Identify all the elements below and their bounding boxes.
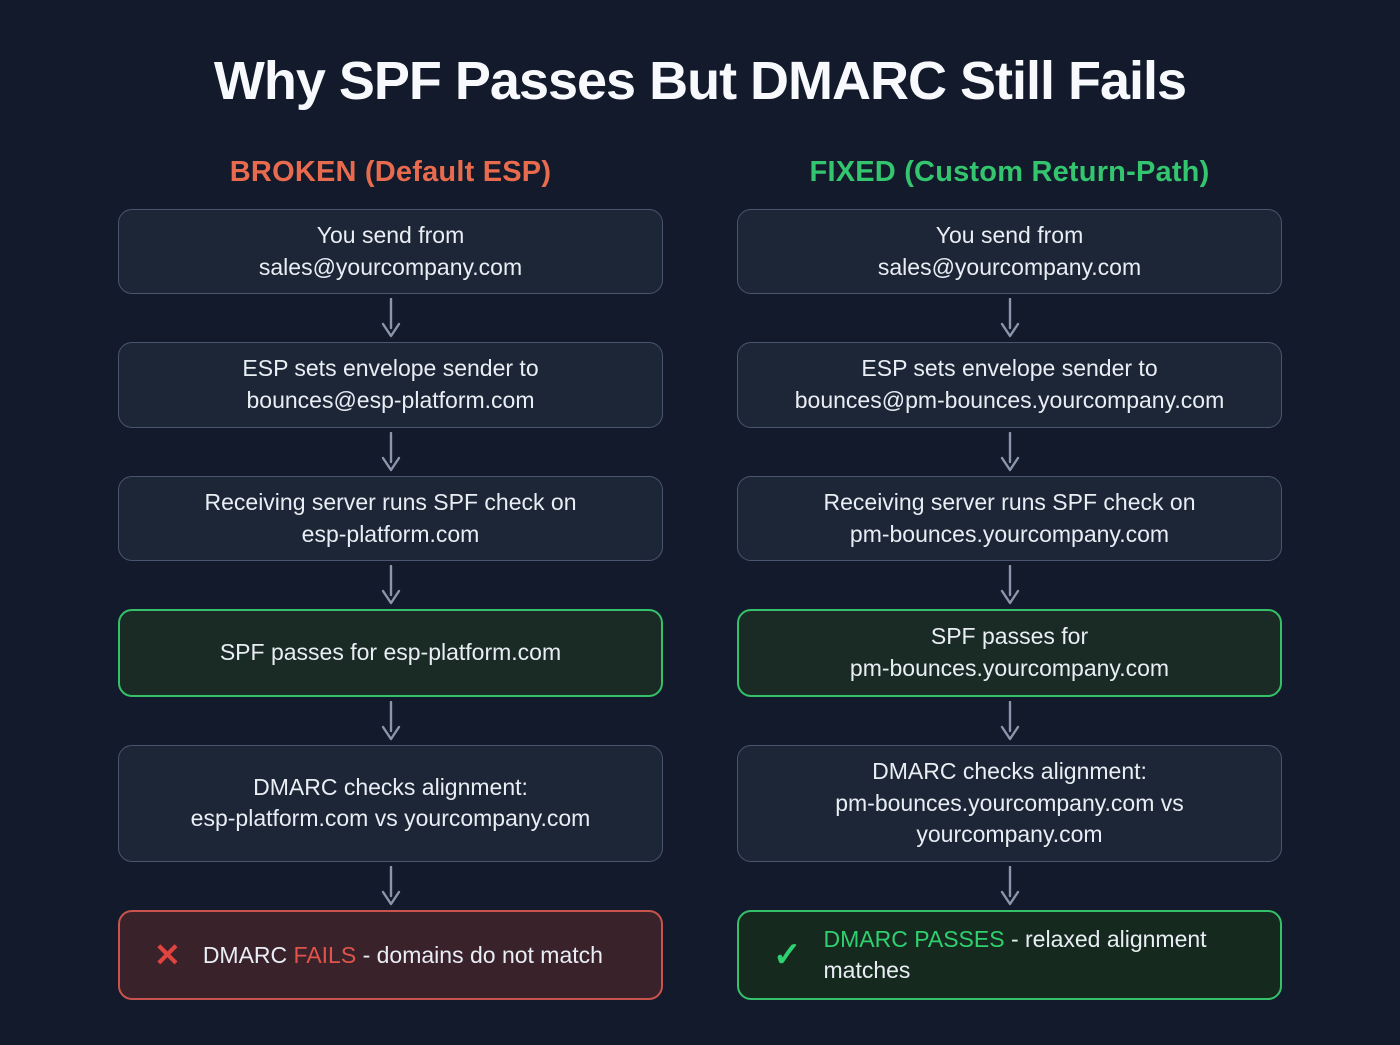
arrow-down-icon	[737, 697, 1282, 745]
step-line: SPF passes for	[930, 623, 1089, 650]
result-segment: - relaxed alignment matches	[823, 926, 1207, 984]
broken-step-send: You send from sales@yourcompany.com	[118, 209, 663, 295]
step-line: sales@yourcompany.com	[877, 253, 1142, 280]
fixed-step-envelope: ESP sets envelope sender to bounces@pm-b…	[737, 342, 1282, 428]
comparison-grid: BROKEN (Default ESP) FIXED (Custom Retur…	[118, 156, 1282, 1001]
step-line: pm-bounces.yourcompany.com	[849, 655, 1170, 682]
fixed-step-spf-pass: SPF passes for pm-bounces.yourcompany.co…	[737, 609, 1282, 697]
page-title: Why SPF Passes But DMARC Still Fails	[213, 51, 1187, 111]
step-line: You send from	[935, 222, 1084, 248]
broken-column-heading: BROKEN (Default ESP)	[229, 156, 552, 188]
broken-step-alignment: DMARC checks alignment: esp-platform.com…	[118, 744, 663, 863]
arrow-down-icon	[737, 294, 1282, 342]
step-line: Receiving server runs SPF check on	[204, 488, 577, 515]
dmarc-fail-text: DMARC FAILS - domains do not match	[203, 940, 603, 971]
step-line: DMARC checks alignment:	[872, 757, 1147, 784]
step-line: You send from	[316, 222, 465, 248]
arrow-down-icon	[118, 561, 663, 609]
step-line: Receiving server runs SPF check on	[823, 488, 1196, 515]
step-line: bounces@pm-bounces.yourcompany.com	[794, 387, 1225, 414]
step-line: DMARC checks alignment:	[253, 773, 528, 800]
step-line: bounces@esp-platform.com	[246, 387, 535, 414]
result-segment: - domains do not match	[356, 941, 603, 968]
result-segment-pass: DMARC PASSES	[823, 926, 1005, 953]
step-line: ESP sets envelope sender to	[861, 355, 1158, 382]
dmarc-pass-box: ✓ DMARC PASSES - relaxed alignment match…	[737, 910, 1282, 1001]
step-line: esp-platform.com vs yourcompany.com	[190, 805, 591, 832]
step-line: yourcompany.com	[916, 821, 1103, 848]
arrow-down-icon	[118, 428, 663, 476]
result-segment: DMARC	[202, 941, 294, 968]
arrow-down-icon	[737, 428, 1282, 476]
step-line: pm-bounces.yourcompany.com vs	[835, 789, 1184, 816]
arrow-down-icon	[737, 862, 1282, 910]
step-line: esp-platform.com	[301, 520, 480, 547]
result-segment-fail: FAILS	[293, 941, 357, 968]
dmarc-pass-text: DMARC PASSES - relaxed alignment matches	[824, 924, 1247, 986]
check-icon: ✓	[773, 936, 802, 975]
step-line: SPF passes for esp-platform.com	[219, 639, 562, 666]
arrow-down-icon	[118, 294, 663, 342]
fixed-step-send: You send from sales@yourcompany.com	[737, 209, 1282, 295]
x-icon: ✕	[154, 937, 181, 974]
dmarc-fail-box: ✕ DMARC FAILS - domains do not match	[118, 910, 663, 1001]
broken-step-spf-pass: SPF passes for esp-platform.com	[118, 609, 663, 697]
step-line: ESP sets envelope sender to	[242, 355, 539, 382]
step-line: pm-bounces.yourcompany.com	[849, 520, 1170, 547]
step-line: sales@yourcompany.com	[258, 253, 523, 280]
fixed-step-alignment: DMARC checks alignment: pm-bounces.yourc…	[737, 744, 1282, 863]
arrow-down-icon	[737, 561, 1282, 609]
fixed-column-heading: FIXED (Custom Return-Path)	[809, 156, 1210, 188]
arrow-down-icon	[118, 697, 663, 745]
fixed-step-spf-check: Receiving server runs SPF check on pm-bo…	[737, 475, 1282, 562]
broken-step-envelope: ESP sets envelope sender to bounces@esp-…	[118, 342, 663, 428]
broken-step-spf-check: Receiving server runs SPF check on esp-p…	[118, 475, 663, 562]
arrow-down-icon	[118, 862, 663, 910]
